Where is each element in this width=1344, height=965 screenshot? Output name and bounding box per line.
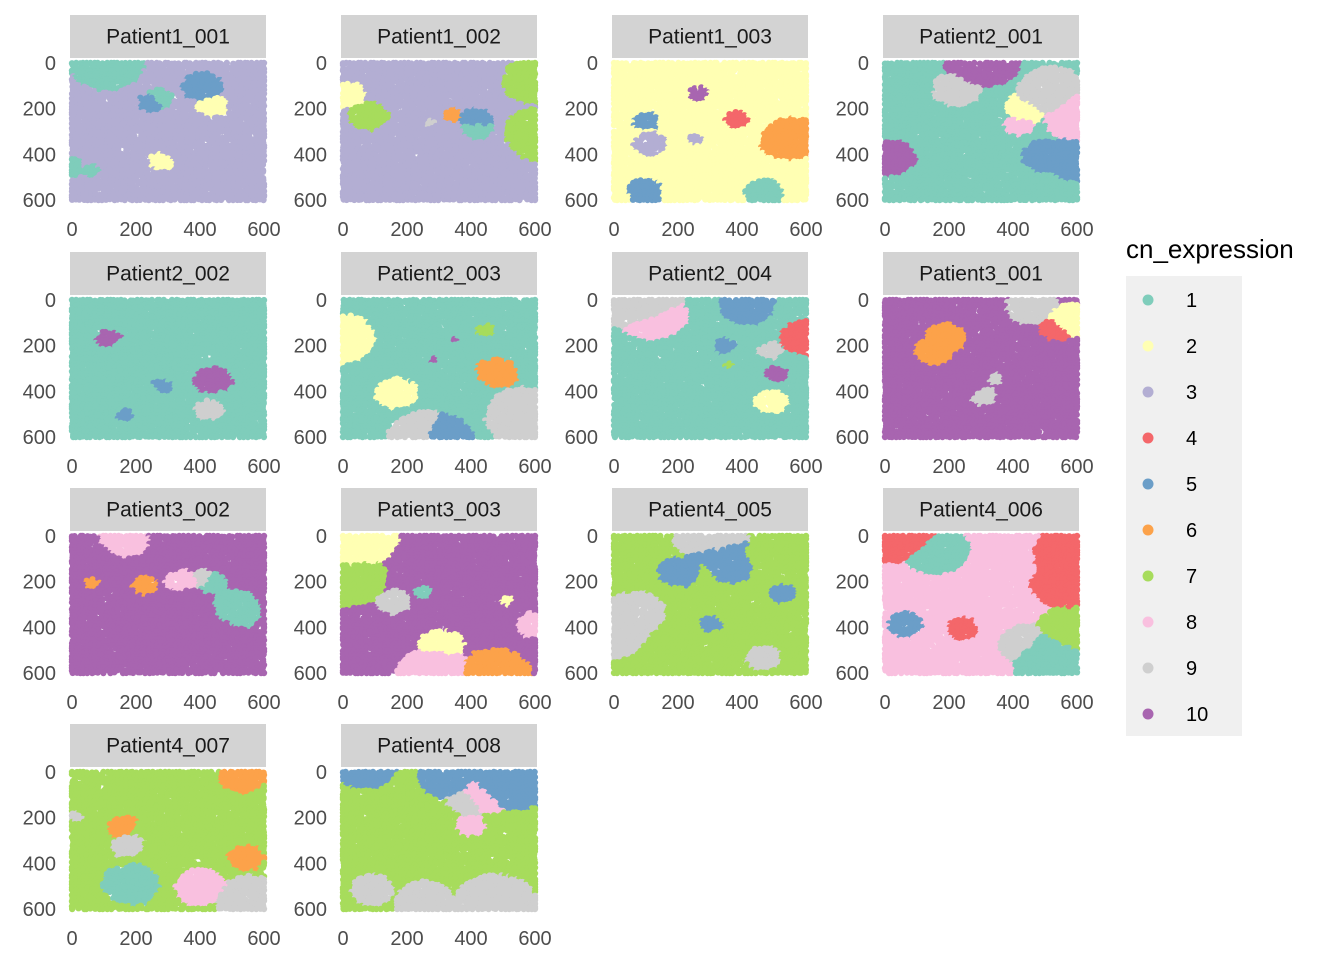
x-tick-label: 600 (247, 219, 280, 241)
facet-title: Patient1_002 (377, 26, 501, 49)
scatter-point (171, 196, 177, 202)
scatter-points (340, 60, 538, 203)
scatter-point (122, 197, 128, 203)
scatter-points (69, 60, 267, 203)
scatter-point (160, 197, 166, 203)
facet-panel: Patient1_001 0 200 400 600 0 200 400 600 (23, 15, 281, 241)
x-tick-label: 400 (183, 219, 216, 241)
x-tick-label: 0 (66, 219, 77, 241)
y-tick-label: 0 (45, 53, 56, 75)
x-tick-label: 200 (119, 219, 152, 241)
scatter-point (218, 197, 224, 203)
y-tick-label: 200 (23, 99, 56, 121)
facet-title: Patient1_001 (106, 26, 230, 49)
scatter-point (260, 197, 266, 203)
y-tick-label: 400 (23, 144, 56, 166)
facet-panel: Patient1_00202004006000 200 400 600 (294, 15, 552, 241)
y-tick-label: 600 (23, 190, 56, 212)
